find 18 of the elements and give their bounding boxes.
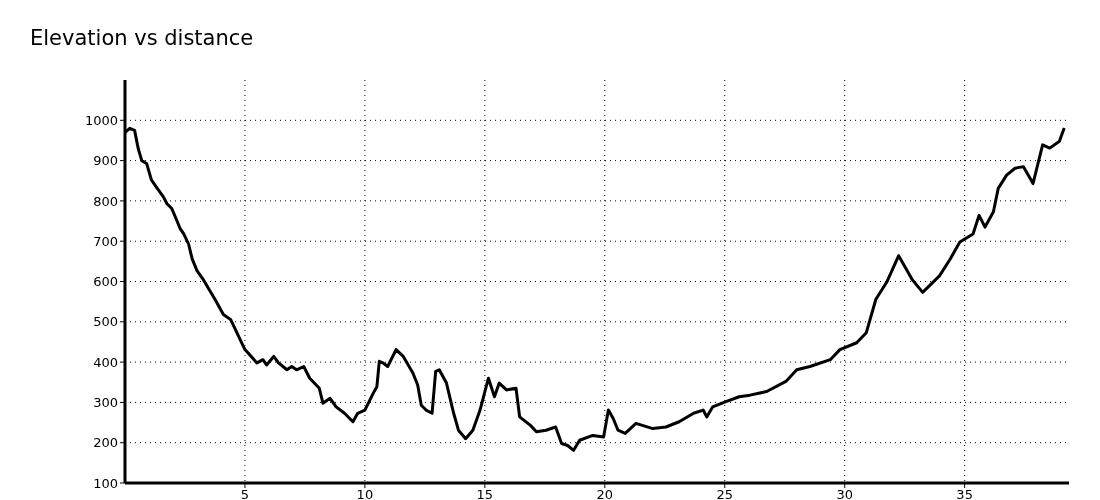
y-tick-label: 100 (93, 475, 118, 491)
y-tick-label: 700 (93, 233, 118, 249)
y-tick-label: 800 (93, 193, 118, 209)
y-tick-label: 600 (93, 274, 118, 290)
x-tick-label: 10 (356, 487, 374, 500)
y-tick-label: 300 (93, 395, 118, 411)
x-tick-label: 5 (240, 487, 250, 500)
y-tick-label: 200 (93, 435, 118, 451)
chart-title: Elevation vs distance (29, 25, 255, 52)
y-tick-label: 1000 (84, 112, 118, 128)
y-tick-label: 500 (93, 314, 118, 330)
y-tick-label: 900 (93, 153, 118, 169)
x-tick-label: 25 (716, 487, 734, 500)
x-tick-label: 20 (596, 487, 614, 500)
x-tick-label: 35 (956, 487, 973, 500)
x-tick-label: 30 (836, 487, 853, 500)
y-tick-label: 400 (93, 354, 118, 370)
x-tick-label: 15 (476, 487, 494, 500)
